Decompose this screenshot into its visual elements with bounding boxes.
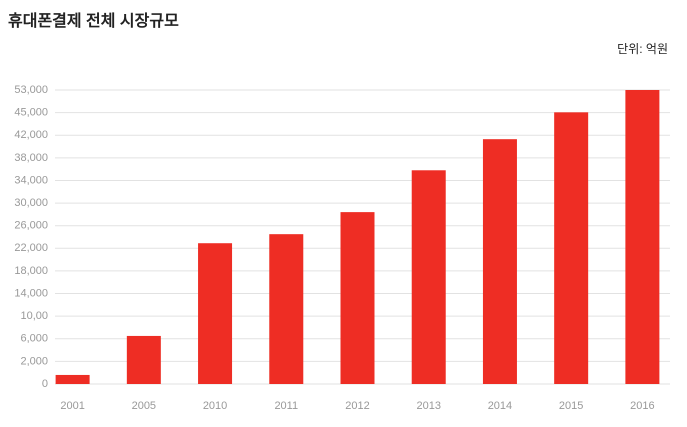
x-tick-label: 2010: [203, 400, 227, 412]
bar: [482, 139, 517, 384]
y-tick-label: 14,000: [14, 287, 48, 299]
y-tick-label: 18,000: [14, 265, 48, 277]
unit-note: 단위: 억원: [617, 42, 668, 56]
x-tick-label: 2012: [345, 400, 369, 412]
y-tick-label: 38,000: [14, 152, 48, 164]
y-tick-label: 0: [42, 378, 48, 390]
y-tick-label: 22,000: [14, 242, 48, 254]
x-tick-label: 2013: [416, 400, 440, 412]
bar: [198, 243, 233, 384]
bar: [554, 112, 589, 384]
y-tick-label: 30,000: [14, 197, 48, 209]
y-tick-label: 34,000: [14, 174, 48, 186]
x-tick-label: 2001: [60, 400, 84, 412]
bar: [411, 170, 446, 384]
x-tick-label: 2011: [274, 400, 298, 412]
x-tick-label: 2005: [132, 400, 156, 412]
y-tick-label: 26,000: [14, 220, 48, 232]
bar: [269, 234, 304, 384]
y-tick-label: 6,000: [20, 333, 48, 345]
x-tick-label: 2016: [630, 400, 654, 412]
x-tick-label: 2015: [559, 400, 583, 412]
y-tick-label: 10,00: [20, 310, 48, 322]
bar: [340, 212, 375, 384]
bar: [625, 90, 660, 384]
y-tick-label: 42,000: [14, 129, 48, 141]
bar: [126, 335, 161, 384]
y-tick-label: 45,000: [14, 107, 48, 119]
y-tick-label: 53,000: [14, 84, 48, 96]
y-tick-label: 2,000: [20, 355, 48, 367]
chart-title: 휴대폰결제 전체 시장규모: [8, 11, 179, 30]
bar: [55, 374, 90, 384]
x-tick-label: 2014: [488, 400, 512, 412]
